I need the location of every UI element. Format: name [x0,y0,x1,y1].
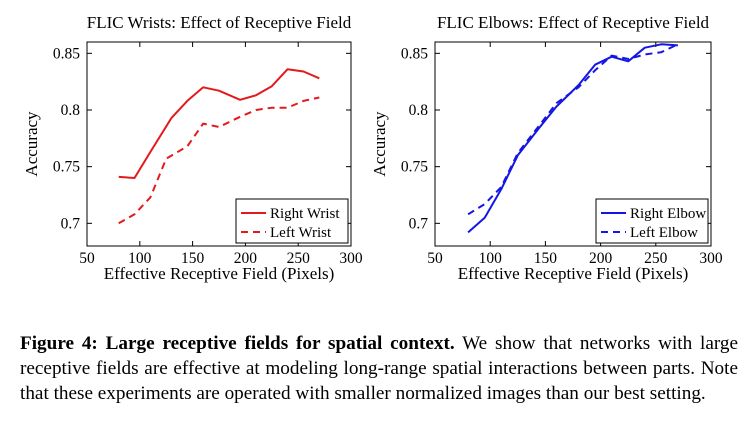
elbows-series-line-1 [467,43,678,234]
wrists-x-tick-label: 300 [339,250,363,267]
figure-charts: FLIC Wrists: Effect of Receptive Field 50… [22,13,723,283]
elbows-x-tick-label: 200 [589,250,613,267]
wrists-y-tick-label: 0.85 [53,45,80,62]
elbows-series-line-2 [467,43,679,216]
figure: FLIC Wrists: Effect of Receptive Field 50… [22,13,723,283]
wrists-plot-frame [86,41,352,247]
wrists-y-tick-label: 0.75 [53,159,80,176]
elbows-x-tick-label: 150 [534,250,558,267]
wrists-x-axis-label: Effective Receptive Field (Pixels) [104,264,335,283]
elbows-y-tick-label: 0.7 [409,215,429,232]
wrists-legend-label: Right Wrist [270,206,340,222]
elbows-chart: FLIC Elbows: Effect of Receptive Field 50… [370,13,723,283]
figure-caption: Figure 4: Large receptive fields for spa… [20,331,738,406]
wrists-legend-label: Left Wrist [270,225,332,241]
elbows-x-tick-label: 300 [699,250,723,267]
elbows-y-tick-label: 0.8 [409,102,429,119]
elbows-x-tick-label: 100 [479,250,503,267]
wrists-y-tick-label: 0.7 [61,215,81,232]
elbows-chart-title: FLIC Elbows: Effect of Receptive Field [437,13,710,32]
wrists-chart: FLIC Wrists: Effect of Receptive Field 50… [22,13,363,283]
elbows-x-tick-label: 250 [644,250,668,267]
elbows-x-tick-label: 50 [427,250,443,267]
elbows-y-tick-label: 0.75 [401,159,428,176]
wrists-y-tick-label: 0.8 [61,102,81,119]
wrists-x-tick-label: 200 [234,250,258,267]
elbows-y-tick-label: 0.85 [401,45,428,62]
wrists-legend-box [235,198,349,244]
wrists-x-tick-label: 150 [181,250,205,267]
caption-body: We show that networks with large recepti… [20,333,738,405]
elbows-legend-label: Left Elbow [630,225,698,241]
caption-label: Figure 4: [20,333,98,355]
wrists-series-line-1 [118,68,320,179]
elbows-legend-label: Right Elbow [630,206,706,222]
wrists-chart-title: FLIC Wrists: Effect of Receptive Field [87,13,352,32]
wrists-x-tick-label: 100 [128,250,152,267]
wrists-x-tick-label: 50 [79,250,95,267]
wrists-x-tick-label: 250 [287,250,311,267]
wrists-series-line-2 [118,96,320,225]
elbows-legend-box [595,198,709,244]
elbows-plot-frame [434,41,712,247]
elbows-y-axis-label: Accuracy [370,111,389,177]
elbows-x-axis-label: Effective Receptive Field (Pixels) [458,264,689,283]
wrists-y-axis-label: Accuracy [22,111,41,177]
caption-heading: Large receptive fields for spatial conte… [105,333,455,355]
